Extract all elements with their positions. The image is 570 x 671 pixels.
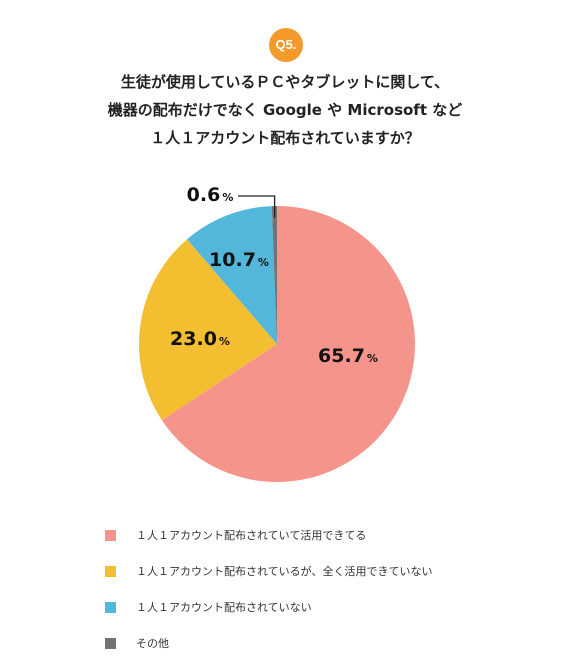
legend-label-2: １人１アカウント配布されているが、全く活用できていない (136, 565, 433, 578)
pie-slice-4 (271, 206, 277, 344)
slice-value-label-2: 23.0% (170, 328, 230, 350)
slice-value-label-1: 65.7% (318, 345, 378, 367)
legend-item-2: １人１アカウント配布されているが、全く活用できていない (105, 553, 432, 589)
question-text: 生徒が使用しているＰＣやタブレットに関して、 機器の配布だけでなく Google… (40, 68, 530, 152)
slice-value-label-4: 0.6% (187, 184, 234, 206)
pie-slice-2 (139, 239, 277, 421)
legend-swatch-4 (105, 637, 116, 649)
leader-line (238, 195, 276, 219)
legend-label-4: その他 (136, 637, 169, 650)
legend-item-4: その他 (105, 625, 432, 661)
pie-slice-1 (161, 206, 416, 482)
pie-slice-3 (187, 206, 277, 344)
legend-swatch-2 (105, 565, 116, 577)
pie-chart: 65.7 % 23.0 % 10.7 % 0.6% (139, 184, 416, 482)
question-line-1: 生徒が使用しているＰＣやタブレットに関して、 (120, 73, 450, 91)
chart-legend: １人１アカウント配布されていて活用できてる １人１アカウント配布されているが、全く… (105, 517, 432, 661)
slice-value-label-3: 10.7% (209, 249, 269, 271)
question-line-2: 機器の配布だけでなく Google や Microsoft など (107, 101, 463, 119)
legend-item-1: １人１アカウント配布されていて活用できてる (105, 517, 432, 553)
legend-label-3: １人１アカウント配布されていない (136, 601, 312, 614)
question-line-3: １人１アカウント配布されていますか？ (150, 129, 420, 147)
legend-label-1: １人１アカウント配布されていて活用できてる (136, 529, 367, 542)
legend-swatch-3 (105, 601, 116, 613)
legend-item-3: １人１アカウント配布されていない (105, 589, 432, 625)
question-number-badge: Q5. (269, 28, 303, 62)
legend-swatch-1 (105, 529, 116, 541)
